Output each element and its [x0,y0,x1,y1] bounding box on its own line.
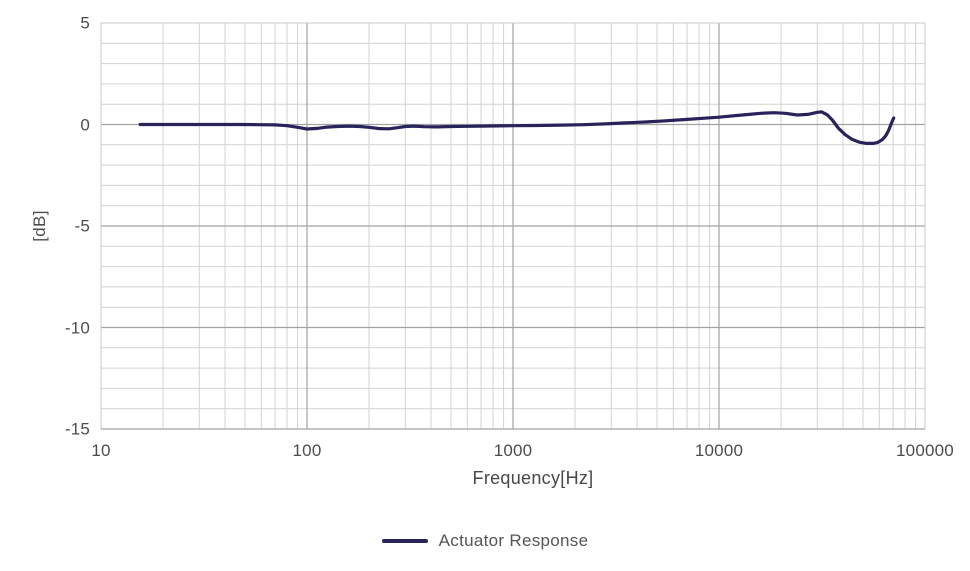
y-tick-label: -15 [64,419,90,439]
x-tick-label: 10000 [694,441,744,460]
y-tick-label: -10 [64,318,90,337]
y-axis-title: [dB] [30,210,49,242]
y-tick-label: -5 [74,216,90,236]
x-axis-title: Frequency[Hz] [472,468,594,488]
legend: Actuator Response [0,531,970,551]
y-tick-label: 5 [80,13,90,33]
y-tick-label: 0 [80,115,90,134]
x-tick-label: 100 [292,441,322,460]
legend-line-swatch [381,539,428,543]
legend-label: Actuator Response [438,531,589,550]
x-tick-label: 1000 [493,441,533,460]
series-line-actuator-response [138,110,896,145]
x-tick-label: 10 [91,441,111,460]
x-tick-label: 100000 [896,441,954,460]
